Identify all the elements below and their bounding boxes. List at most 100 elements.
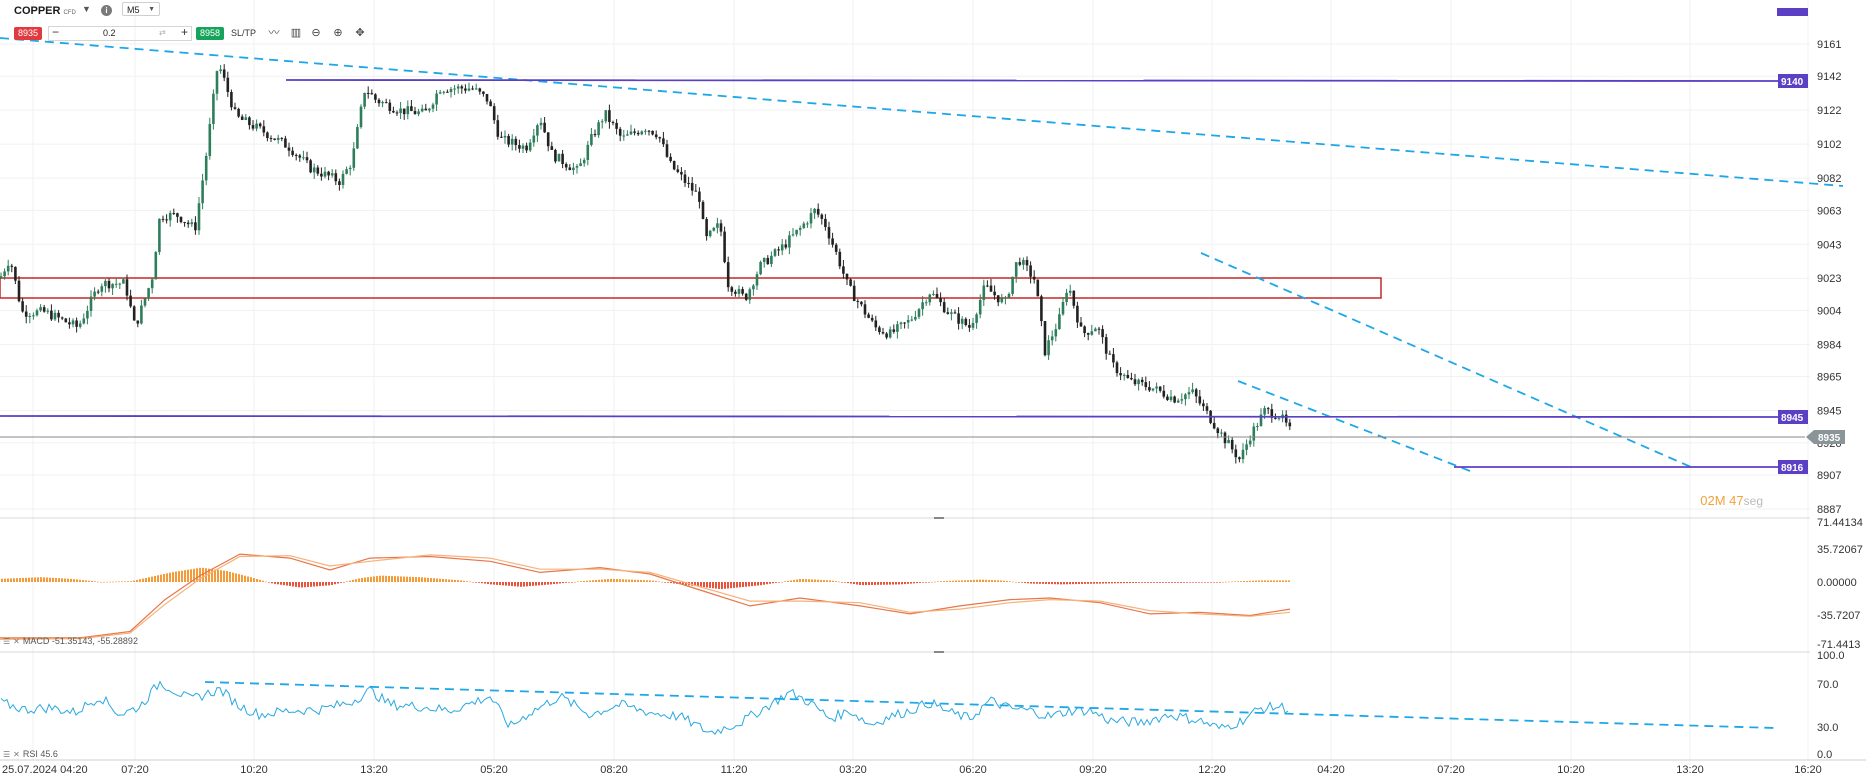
channel-bottom-trendline[interactable]	[1237, 380, 1471, 472]
candle	[356, 124, 359, 149]
macd-histogram-bar	[1171, 582, 1173, 583]
macd-histogram-bar	[1213, 582, 1215, 583]
crosshair-move-icon[interactable]: ✥	[355, 27, 365, 39]
candle	[154, 250, 158, 280]
candle	[561, 149, 564, 169]
macd-histogram-bar	[484, 582, 486, 584]
time-tick-label: 09:20	[1079, 764, 1107, 776]
volume-input[interactable]: 0.2	[103, 28, 116, 38]
rsi-trendline[interactable]	[204, 681, 1776, 729]
volume-stepper[interactable]: − 0.2 ⇄ +	[48, 25, 192, 41]
macd-histogram-bar	[1195, 582, 1197, 583]
candle	[21, 297, 24, 313]
close-icon[interactable]: ✕	[13, 750, 20, 759]
candle	[1158, 386, 1162, 393]
close-icon[interactable]: ✕	[13, 637, 20, 646]
price-tag-8916[interactable]: 8916	[1778, 460, 1808, 474]
pane-resize-handle-1[interactable]	[934, 517, 944, 519]
candle	[424, 103, 428, 111]
macd-histogram-bar	[532, 582, 534, 586]
macd-histogram-bar	[433, 578, 435, 582]
candle	[273, 138, 276, 141]
candle	[1018, 257, 1022, 267]
level-line-9140[interactable]	[285, 79, 1779, 82]
line-chart-icon[interactable]: 〰	[268, 27, 280, 39]
level-line-8945[interactable]	[0, 415, 1779, 418]
candle	[878, 325, 881, 335]
rsi-legend[interactable]: ☰ ✕ RSI 45.6	[3, 749, 58, 759]
candle	[802, 221, 806, 229]
macd-histogram-bar	[895, 582, 897, 585]
candle	[982, 279, 986, 306]
macd-histogram-bar	[337, 582, 339, 584]
resistance-zone[interactable]	[0, 277, 1382, 299]
symbol-name[interactable]: COPPER CFD	[14, 5, 76, 17]
zoom-in-icon[interactable]: ⊕	[333, 27, 343, 39]
menu-icon[interactable]: ☰	[3, 637, 11, 646]
macd-histogram-bar	[313, 582, 315, 587]
candle	[1086, 332, 1090, 341]
macd-histogram-bar	[958, 580, 960, 582]
macd-histogram-bar	[1150, 582, 1152, 583]
macd-histogram-bar	[409, 576, 411, 582]
candle	[104, 279, 107, 293]
macd-histogram-bar	[1270, 580, 1272, 582]
zoom-out-icon[interactable]: ⊖	[311, 27, 321, 39]
swap-icon[interactable]: ⇄	[159, 28, 166, 37]
candle	[687, 176, 690, 188]
candle	[626, 130, 629, 136]
sl-tp-button[interactable]: SL/TP	[231, 28, 257, 38]
pane-resize-handle-2[interactable]	[934, 651, 944, 653]
candle	[946, 307, 950, 315]
timeframe-select[interactable]: M5 ▼	[122, 2, 160, 16]
candle	[759, 260, 762, 276]
candle	[176, 212, 179, 223]
price-tag-9140[interactable]: 9140	[1778, 74, 1808, 88]
increase-volume-button[interactable]: +	[180, 25, 188, 39]
macd-histogram-bar	[793, 579, 795, 582]
symbol-dropdown-icon[interactable]: ▼	[82, 4, 91, 14]
sell-price-badge[interactable]: 8935	[14, 27, 42, 40]
macd-histogram-bar	[64, 578, 66, 582]
macd-histogram-bar	[1048, 582, 1050, 585]
macd-histogram-bar	[547, 582, 549, 585]
macd-histogram-bar	[340, 582, 342, 583]
price-tag-current[interactable]: 8935	[1806, 430, 1845, 444]
macd-histogram-bar	[274, 582, 276, 584]
macd-histogram-bar	[598, 579, 600, 582]
candle	[834, 242, 838, 255]
candlestick-series	[0, 64, 1292, 464]
macd-histogram-bar	[673, 582, 675, 584]
trendline-long-down[interactable]	[0, 37, 1844, 187]
macd-histogram-bar	[505, 582, 507, 586]
macd-histogram-bar	[802, 578, 804, 582]
candle	[600, 119, 604, 129]
candle	[899, 321, 903, 330]
macd-histogram-bar	[664, 582, 666, 583]
macd-pane	[0, 553, 1291, 640]
macd-histogram-bar	[331, 582, 333, 585]
info-icon[interactable]: i	[101, 5, 112, 16]
macd-histogram-bar	[721, 582, 723, 590]
candle	[384, 98, 388, 104]
macd-legend[interactable]: ☰ ✕ MACD -51.35143, -55.28892	[3, 636, 138, 646]
candle	[1022, 257, 1025, 270]
candle	[1288, 418, 1292, 431]
macd-histogram-bar	[322, 582, 324, 586]
macd-histogram-bar	[1153, 582, 1155, 583]
price-tag-8945[interactable]: 8945	[1778, 410, 1808, 424]
channel-top-trendline[interactable]	[1200, 252, 1692, 468]
decrease-volume-button[interactable]: −	[52, 25, 60, 39]
candles-icon[interactable]: ▥	[290, 27, 302, 39]
macd-histogram-bar	[1018, 582, 1020, 583]
buy-price-badge[interactable]: 8958	[196, 27, 224, 40]
candle	[500, 131, 503, 139]
macd-histogram-bar	[1126, 582, 1128, 584]
menu-icon[interactable]: ☰	[3, 750, 11, 759]
macd-histogram-bar	[1279, 580, 1281, 582]
candle	[1032, 270, 1036, 284]
price-tick-label: 8945	[1817, 406, 1841, 418]
candle	[518, 139, 521, 153]
candle	[1058, 307, 1061, 330]
